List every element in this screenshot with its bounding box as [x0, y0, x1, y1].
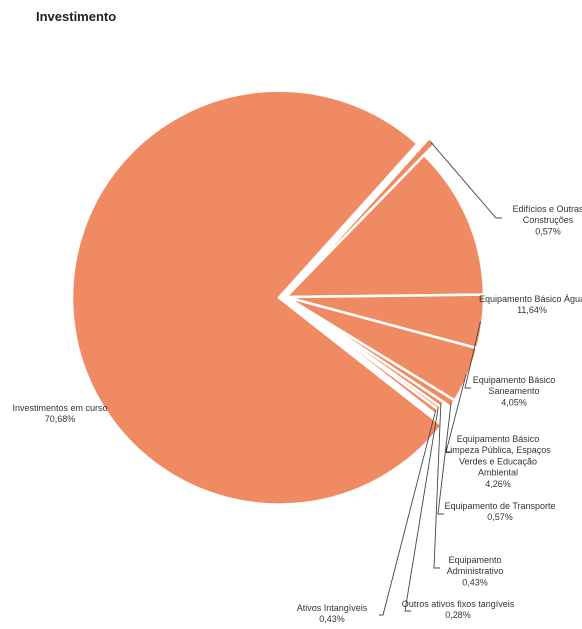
- slice-percent-label: 70,68%: [45, 414, 76, 424]
- slice-category-label: Ambiental: [478, 468, 518, 478]
- pie-slice: [70, 89, 444, 506]
- slice-category-label: Ativos Intangíveis: [297, 603, 368, 613]
- slice-category-label: Equipamento: [448, 555, 501, 565]
- slice-percent-label: 0,43%: [462, 577, 488, 587]
- leader-line: [379, 410, 436, 616]
- leader-line: [433, 403, 442, 569]
- leader-line: [430, 141, 502, 219]
- slice-category-label: Investimentos em curso: [12, 403, 107, 413]
- slice-percent-label: 0,43%: [319, 614, 345, 624]
- leader-line: [445, 374, 467, 453]
- slice-percent-label: 0,28%: [445, 610, 471, 620]
- slice-category-label: Saneamento: [488, 386, 539, 396]
- slice-category-label: Equipamento de Transporte: [444, 501, 555, 511]
- slice-category-label: Outros ativos fixos tangíveis: [402, 599, 515, 609]
- slice-category-label: Limpeza Pública, Espaços: [445, 445, 551, 455]
- slice-percent-label: 0,57%: [535, 226, 561, 236]
- slice-percent-label: 4,05%: [501, 397, 527, 407]
- slice-percent-label: 0,57%: [487, 512, 513, 522]
- leader-line: [464, 321, 481, 389]
- slice-category-label: Verdes e Educação: [459, 456, 537, 466]
- slice-percent-label: 11,64%: [517, 305, 547, 315]
- slice-category-label: Equipamento Básico: [457, 434, 540, 444]
- leader-line: [404, 407, 439, 612]
- slice-percent-label: 4,26%: [485, 479, 511, 489]
- slice-category-label: Equipamento Básico Água: [479, 294, 582, 304]
- chart-title: Investimento: [36, 9, 117, 24]
- slice-category-label: Edifícios e Outras: [512, 204, 582, 214]
- leader-line: [437, 402, 452, 515]
- pie-slice: [284, 153, 486, 299]
- slice-category-label: Equipamento Básico: [473, 375, 556, 385]
- slice-category-label: Administrativo: [447, 566, 504, 576]
- slice-category-label: Construções: [523, 215, 574, 225]
